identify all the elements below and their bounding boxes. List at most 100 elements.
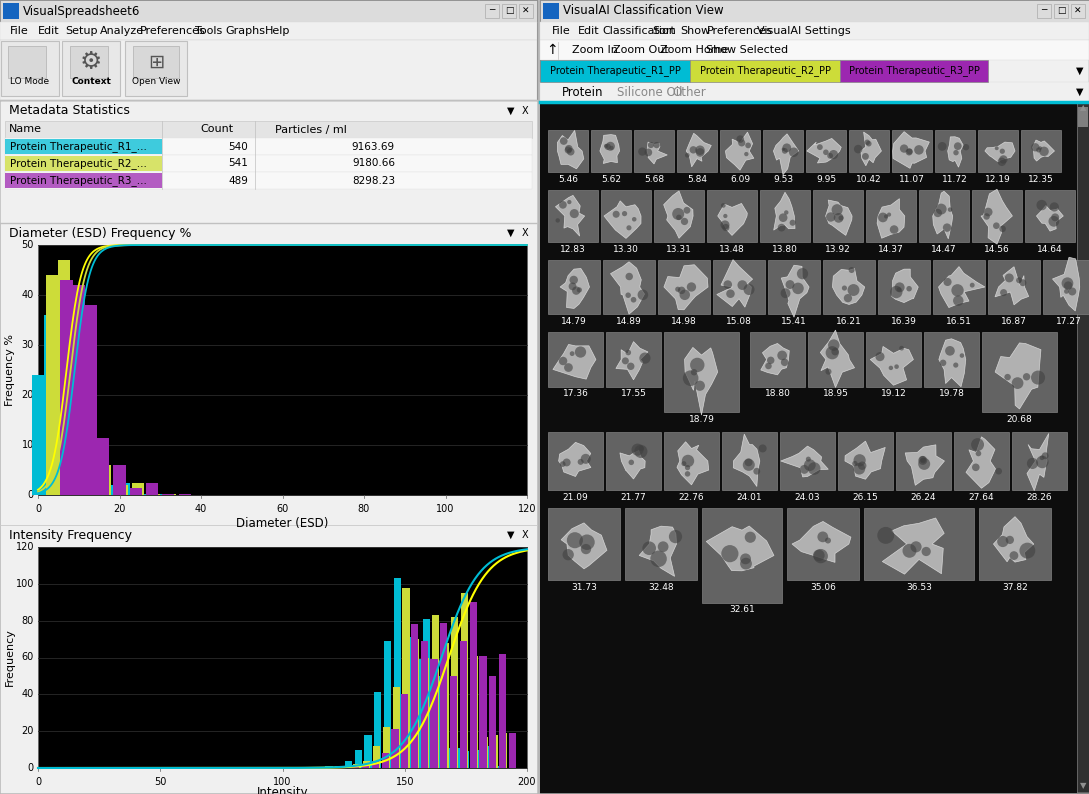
Text: ─: ─ [1041,6,1047,16]
Circle shape [806,457,811,461]
Text: Zoom Home: Zoom Home [660,45,729,55]
Bar [540,22,1089,40]
Text: ▼: ▼ [507,228,515,238]
Bar [979,508,1051,580]
Circle shape [634,445,648,458]
Circle shape [953,150,958,156]
Bar [412,639,419,768]
Circle shape [933,209,942,217]
Bar [540,82,1089,102]
Circle shape [866,141,871,146]
Bar [5,121,533,138]
Bar [344,766,351,768]
Text: 11.07: 11.07 [900,175,925,183]
Polygon shape [966,437,995,488]
Bar [146,483,158,495]
Text: 540: 540 [229,141,248,152]
Bar [5,155,533,172]
Bar [414,659,420,768]
Circle shape [745,458,752,466]
Polygon shape [1052,257,1080,311]
Bar [864,508,974,580]
Circle shape [577,459,584,464]
Bar [1077,102,1089,792]
Circle shape [625,292,631,298]
Circle shape [854,454,866,466]
Bar [391,730,399,768]
Bar [720,130,760,172]
Bar [384,641,391,768]
Text: 19.78: 19.78 [939,390,965,399]
Circle shape [920,457,926,464]
Text: 541: 541 [228,159,248,168]
Bar [707,190,757,242]
Bar [892,130,932,172]
Bar [982,332,1057,412]
Text: File: File [552,26,571,36]
Circle shape [570,351,575,356]
Circle shape [825,346,839,360]
Circle shape [632,217,636,222]
Text: 21.77: 21.77 [621,492,647,502]
Bar [500,733,507,768]
Circle shape [994,146,999,150]
Text: File: File [10,26,28,36]
Circle shape [745,142,751,148]
Circle shape [906,286,911,291]
Text: 14.98: 14.98 [671,317,697,326]
Circle shape [903,544,917,557]
Circle shape [945,346,955,356]
Bar [634,130,674,172]
Bar [371,761,379,768]
Circle shape [976,451,981,457]
Polygon shape [932,191,953,239]
Bar [499,653,506,768]
Bar [988,260,1040,314]
Polygon shape [559,442,591,476]
Text: 22.76: 22.76 [678,492,705,502]
Polygon shape [870,346,914,385]
Circle shape [622,357,628,364]
Text: Zoom In: Zoom In [572,45,617,55]
Polygon shape [707,526,774,571]
Bar [658,260,710,314]
Circle shape [829,150,839,159]
Text: 31.73: 31.73 [571,583,597,592]
Bar [768,260,820,314]
Bar [113,465,125,495]
Circle shape [906,148,913,155]
Text: Sort: Sort [652,26,675,36]
Bar [59,260,71,495]
Bar [548,260,600,314]
Bar [5,138,533,155]
Circle shape [799,465,809,474]
Text: 0: 0 [35,777,41,787]
Bar [101,485,113,495]
Bar [394,578,401,768]
Circle shape [559,357,567,365]
Text: 60: 60 [277,504,289,514]
Bar [548,190,598,242]
Circle shape [825,538,831,544]
Circle shape [570,276,578,284]
Text: 9163.69: 9163.69 [352,141,395,152]
Bar [431,615,439,768]
Text: Analyze: Analyze [100,26,144,36]
Bar [0,0,537,22]
Text: 13.80: 13.80 [772,245,798,253]
Text: □: □ [504,6,513,16]
Circle shape [785,280,795,289]
Polygon shape [1027,434,1049,491]
Bar [760,190,810,242]
Bar [978,130,1018,172]
Polygon shape [639,526,676,576]
Text: 17.27: 17.27 [1056,317,1081,326]
Circle shape [579,534,595,550]
Circle shape [970,283,975,287]
Polygon shape [558,130,584,169]
Circle shape [1051,214,1060,222]
Text: Frequency %: Frequency % [5,334,15,406]
Text: 14.64: 14.64 [1037,245,1063,253]
Text: 80: 80 [22,615,34,626]
Text: Setup: Setup [65,26,98,36]
